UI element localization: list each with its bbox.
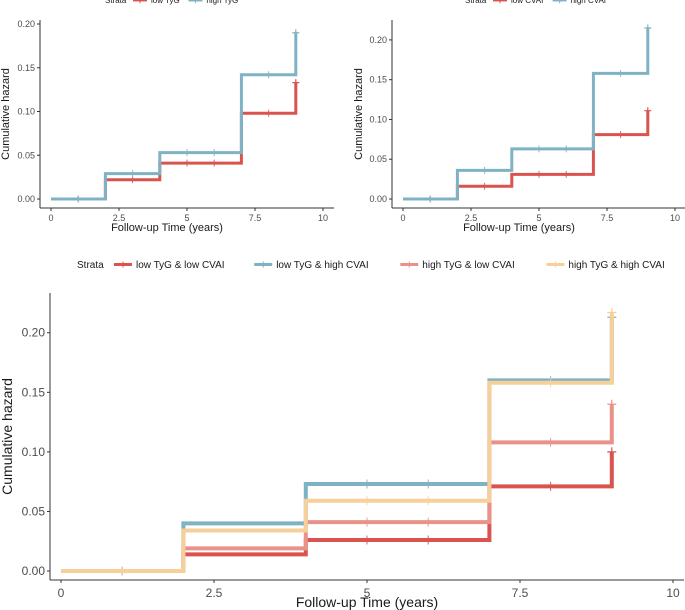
censor-mark bbox=[210, 149, 218, 157]
censor-mark bbox=[481, 182, 489, 190]
censor-mark-end bbox=[644, 107, 652, 115]
chart-cvai: 0.00 0.05 0.10 0.15 0.20 0 2.5 5 7.5 10 Follow-up … bbox=[353, 0, 685, 234]
x-tick-label: 7.5 bbox=[249, 213, 262, 223]
y-tick-label: 0.00 bbox=[17, 194, 35, 204]
series-line-3 bbox=[61, 312, 614, 573]
censor-mark bbox=[546, 378, 556, 388]
censor-mark-end bbox=[607, 399, 617, 409]
y-tick-label: 0.15 bbox=[369, 75, 387, 85]
legend-label: high CVAI bbox=[571, 0, 606, 5]
censor-mark bbox=[362, 479, 372, 489]
censor-mark bbox=[423, 517, 433, 527]
x-tick-label: 2.5 bbox=[206, 586, 223, 600]
censor-mark-end bbox=[292, 79, 300, 87]
x-axis-title: Follow-up Time (years) bbox=[463, 222, 575, 234]
legend: Strata low CVAI high CVAI bbox=[465, 0, 606, 5]
legend-title: Strata bbox=[465, 0, 487, 5]
x-tick-label: 2.5 bbox=[465, 213, 478, 223]
censor-mark bbox=[265, 109, 273, 117]
y-tick-label: 0.00 bbox=[22, 564, 46, 578]
x-tick-label: 7.5 bbox=[512, 586, 529, 600]
censor-mark bbox=[129, 170, 137, 178]
series-line-0 bbox=[403, 110, 650, 201]
x-tick-label: 0 bbox=[58, 586, 65, 600]
y-tick-label: 0.05 bbox=[22, 504, 46, 518]
censor-mark bbox=[546, 437, 556, 447]
chart-tyg: 0.00 0.05 0.10 0.15 0.20 0 2.5 5 7.5 10 Follow-up … bbox=[0, 0, 334, 234]
censor-mark bbox=[362, 496, 372, 506]
series-line-1 bbox=[403, 27, 650, 201]
censor-mark bbox=[183, 159, 191, 167]
x-axis-title: Follow-up Time (years) bbox=[111, 222, 223, 234]
censor-mark bbox=[423, 535, 433, 545]
censor-mark bbox=[183, 149, 191, 157]
censor-mark bbox=[546, 481, 556, 491]
censor-mark-end bbox=[292, 29, 300, 37]
x-axis-title: Follow-up Time (years) bbox=[296, 594, 438, 610]
censor-mark-end bbox=[644, 24, 652, 32]
y-tick-label: 0.20 bbox=[369, 35, 387, 45]
legend-label: high TyG & high CVAI bbox=[568, 260, 664, 271]
censor-mark bbox=[423, 479, 433, 489]
y-tick-label: 0.05 bbox=[17, 150, 35, 160]
series-line-0 bbox=[51, 82, 298, 201]
censor-mark bbox=[617, 131, 625, 139]
censor-mark bbox=[74, 195, 82, 203]
series-line-1 bbox=[51, 32, 298, 201]
y-tick-label: 0.15 bbox=[22, 385, 46, 399]
censor-mark bbox=[423, 496, 433, 506]
x-tick-label: 10 bbox=[670, 213, 680, 223]
legend-label: low TyG & high CVAI bbox=[276, 260, 368, 271]
legend-label: high TyG & low CVAI bbox=[422, 260, 514, 271]
y-tick-label: 0.10 bbox=[17, 107, 35, 117]
legend-label: high TyG bbox=[206, 0, 238, 5]
y-axis-title: Cumulative hazard bbox=[0, 378, 15, 495]
x-tick-label: 10 bbox=[318, 213, 328, 223]
censor-mark bbox=[265, 71, 273, 79]
legend-label: low CVAI bbox=[511, 0, 543, 5]
censor-mark bbox=[362, 535, 372, 545]
x-tick-label: 5 bbox=[184, 213, 189, 223]
chart-combined: 0.00 0.05 0.10 0.15 0.20 0 2.5 5 7.5 10 Follow-up … bbox=[0, 260, 684, 610]
x-tick-label: 5 bbox=[536, 213, 541, 223]
x-tick-label: 0 bbox=[400, 213, 405, 223]
y-axis-title: Cumulative hazard bbox=[353, 68, 365, 160]
y-tick-label: 0.10 bbox=[22, 445, 46, 459]
censor-mark bbox=[562, 170, 570, 178]
censor-mark bbox=[617, 69, 625, 77]
y-tick-label: 0.00 bbox=[369, 194, 387, 204]
censor-mark bbox=[129, 176, 137, 184]
censor-mark bbox=[562, 145, 570, 153]
y-tick-label: 0.20 bbox=[22, 326, 46, 340]
censor-mark-end bbox=[607, 307, 617, 317]
x-tick-label: 2.5 bbox=[113, 213, 126, 223]
legend-title: Strata bbox=[105, 0, 127, 5]
censor-mark bbox=[535, 170, 543, 178]
x-tick-label: 7.5 bbox=[601, 213, 614, 223]
censor-mark bbox=[210, 159, 218, 167]
legend-label: low TyG bbox=[151, 0, 180, 5]
x-tick-label: 5 bbox=[364, 586, 371, 600]
y-tick-label: 0.15 bbox=[17, 63, 35, 73]
censor-mark bbox=[426, 195, 434, 203]
censor-mark bbox=[535, 145, 543, 153]
legend-title: Strata bbox=[77, 260, 104, 271]
y-tick-label: 0.10 bbox=[369, 114, 387, 124]
y-tick-label: 0.05 bbox=[369, 154, 387, 164]
censor-mark bbox=[362, 517, 372, 527]
censor-mark bbox=[481, 166, 489, 174]
y-axis-title: Cumulative hazard bbox=[0, 68, 12, 160]
censor-mark bbox=[117, 566, 127, 576]
y-tick-label: 0.20 bbox=[17, 19, 35, 29]
series-line-0 bbox=[61, 451, 614, 573]
legend: Strata low TyG high TyG bbox=[105, 0, 238, 5]
legend: Strata low TyG & low CVAI low TyG & high C… bbox=[77, 260, 665, 271]
x-tick-label: 0 bbox=[48, 213, 53, 223]
x-tick-label: 10 bbox=[666, 586, 680, 600]
legend-label: low TyG & low CVAI bbox=[136, 260, 225, 271]
censor-mark-end bbox=[607, 447, 617, 457]
